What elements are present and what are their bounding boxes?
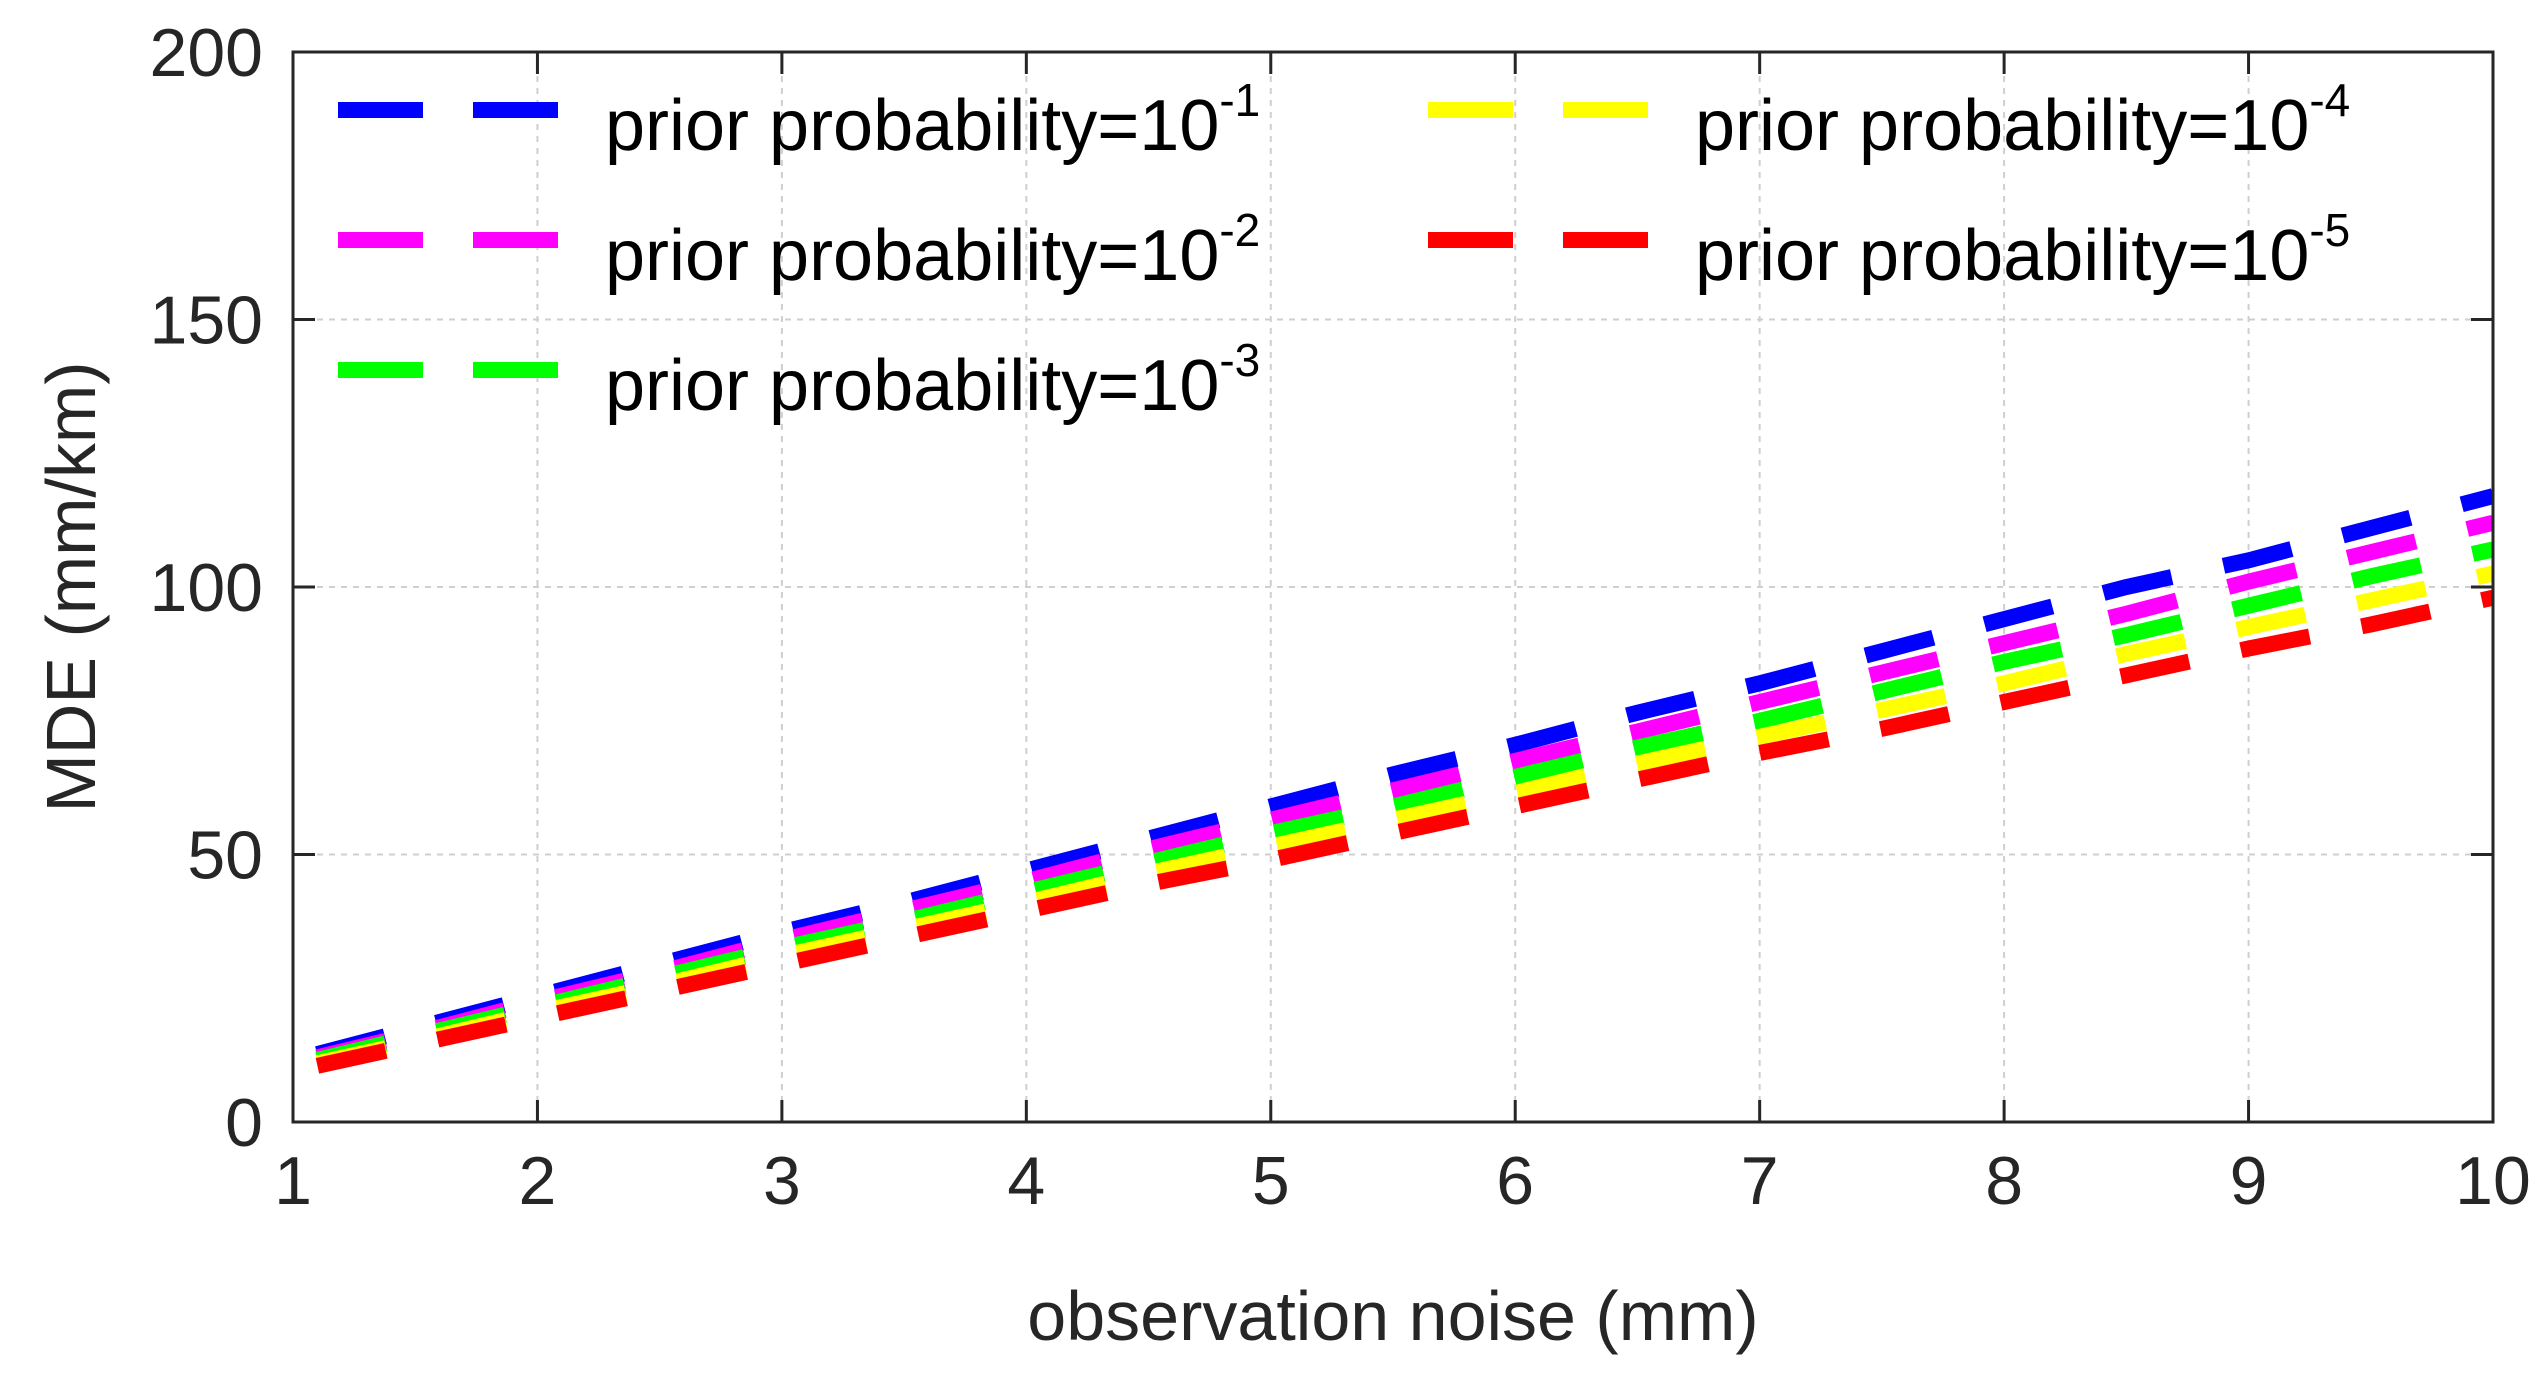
legend-label-exponent: -3 <box>1219 334 1260 386</box>
legend-label-exponent: -4 <box>2309 74 2350 126</box>
y-tick-label: 200 <box>150 15 263 91</box>
series-line-5 <box>293 589 2493 1080</box>
x-tick-label: 5 <box>1252 1143 1290 1219</box>
grid-lines <box>293 52 2493 1122</box>
axis-ticks <box>291 50 2495 1124</box>
x-tick-label: 10 <box>2455 1143 2531 1219</box>
legend-label-text: prior probability=10 <box>1695 86 2309 166</box>
y-tick-label: 100 <box>150 550 263 626</box>
y-axis-label: MDE (mm/km) <box>32 361 110 812</box>
x-tick-label: 7 <box>1741 1143 1779 1219</box>
legend-label-2: prior probability=10-2 <box>605 204 1260 296</box>
x-tick-label: 6 <box>1496 1143 1534 1219</box>
y-tick-label: 50 <box>187 818 263 894</box>
y-tick-label: 0 <box>225 1085 263 1161</box>
legend-label-1: prior probability=10-1 <box>605 74 1260 166</box>
legend-label-text: prior probability=10 <box>1695 216 2309 296</box>
legend-label-exponent: -5 <box>2309 204 2350 256</box>
series-line-4 <box>293 565 2493 1077</box>
x-tick-label: 1 <box>274 1143 312 1219</box>
legend-label-exponent: -2 <box>1219 204 1260 256</box>
series-line-1 <box>293 488 2493 1069</box>
x-tick-label: 3 <box>763 1143 801 1219</box>
x-tick-label: 4 <box>1007 1143 1045 1219</box>
legend-label-4: prior probability=10-4 <box>1695 74 2350 166</box>
y-tick-label: 150 <box>150 283 263 359</box>
legend-label-5: prior probability=10-5 <box>1695 204 2350 296</box>
x-tick-label: 9 <box>2230 1143 2268 1219</box>
legend-label-3: prior probability=10-3 <box>605 334 1260 426</box>
x-axis-label: observation noise (mm) <box>1027 1277 1758 1355</box>
x-tick-label: 2 <box>519 1143 557 1219</box>
x-tick-label: 8 <box>1985 1143 2023 1219</box>
legend-label-text: prior probability=10 <box>605 86 1219 166</box>
series-group <box>293 488 2493 1080</box>
series-line-3 <box>293 541 2493 1074</box>
series-line-2 <box>293 515 2493 1071</box>
legend-label-text: prior probability=10 <box>605 216 1219 296</box>
legend-label-exponent: -1 <box>1219 74 1260 126</box>
legend-label-text: prior probability=10 <box>605 346 1219 426</box>
